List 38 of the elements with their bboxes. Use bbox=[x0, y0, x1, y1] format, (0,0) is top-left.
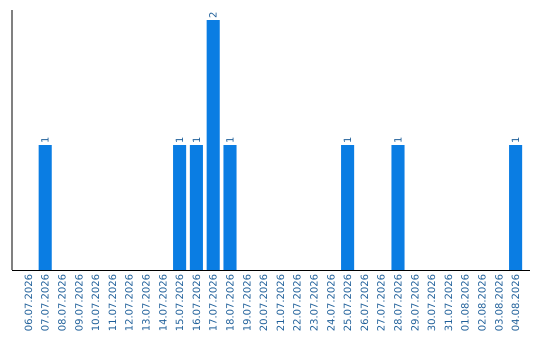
x-tick-label: 11.07.2026 bbox=[108, 274, 119, 332]
x-tick-label: 31.07.2026 bbox=[444, 274, 455, 332]
x-tick-label: 10.07.2026 bbox=[91, 274, 102, 332]
x-tick-label: 23.07.2026 bbox=[310, 274, 320, 332]
data-label: 2 bbox=[208, 12, 220, 18]
x-tick-label: 03.08.2026 bbox=[494, 274, 506, 332]
x-tick-label: 24.07.2026 bbox=[326, 274, 338, 332]
x-tick-label: 22.07.2026 bbox=[292, 274, 304, 332]
x-tick-label: 21.07.2026 bbox=[276, 274, 287, 332]
x-tick-label: 17.07.2026 bbox=[208, 274, 220, 332]
x-tick-label: 12.07.2026 bbox=[124, 274, 136, 332]
data-label: 1 bbox=[226, 136, 236, 143]
x-tick-label: 18.07.2026 bbox=[226, 274, 236, 332]
x-tick-label: 30.07.2026 bbox=[427, 274, 438, 332]
data-label: 1 bbox=[40, 136, 52, 143]
data-label: 1 bbox=[175, 136, 186, 143]
x-tick-label: 08.07.2026 bbox=[58, 274, 68, 332]
x-tick-label: 01.08.2026 bbox=[460, 274, 472, 332]
data-label: 1 bbox=[343, 136, 354, 143]
x-tick-label: 14.07.2026 bbox=[158, 274, 170, 332]
x-tick-label: 09.07.2026 bbox=[74, 274, 86, 332]
x-tick-label: 07.07.2026 bbox=[40, 274, 52, 332]
x-tick-label: 04.08.2026 bbox=[511, 274, 522, 332]
x-tick-label: 27.07.2026 bbox=[376, 274, 388, 332]
x-tick-label: 26.07.2026 bbox=[360, 274, 371, 332]
x-tick-label: 25.07.2026 bbox=[343, 274, 354, 332]
x-tick-label: 28.07.2026 bbox=[394, 274, 404, 332]
x-tick-label: 02.08.2026 bbox=[478, 274, 488, 332]
data-label: 1 bbox=[394, 136, 404, 143]
x-tick-label: 16.07.2026 bbox=[192, 274, 203, 332]
x-tick-label: 20.07.2026 bbox=[259, 274, 270, 332]
data-label: 1 bbox=[511, 136, 522, 143]
x-tick-label: 15.07.2026 bbox=[175, 274, 186, 332]
data-label: 1 bbox=[192, 136, 203, 143]
x-tick-label: 06.07.2026 bbox=[24, 274, 35, 332]
x-tick-label: 19.07.2026 bbox=[242, 274, 254, 332]
x-tick-label: 13.07.2026 bbox=[142, 274, 152, 332]
x-tick-label: 29.07.2026 bbox=[410, 274, 422, 332]
